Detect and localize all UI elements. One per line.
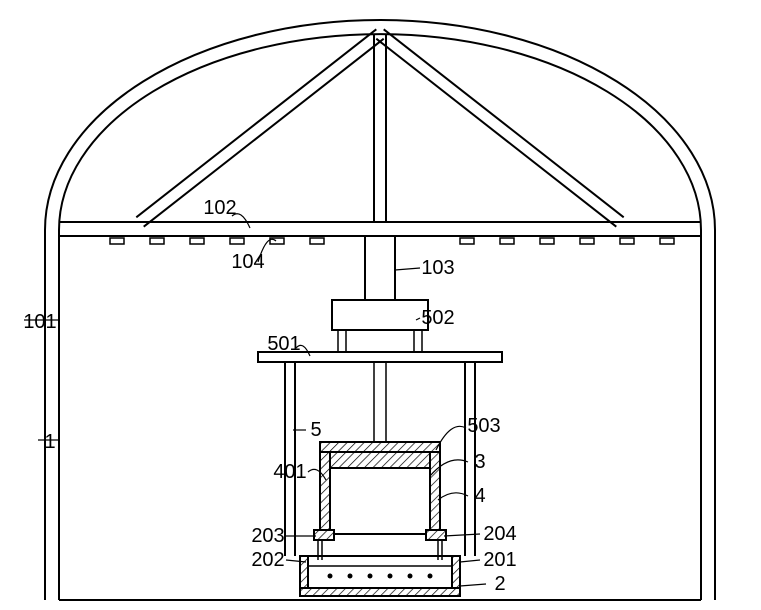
label-1: 1 (44, 431, 55, 453)
label-502: 502 (421, 307, 454, 329)
label-102: 102 (203, 197, 236, 219)
label-3: 3 (474, 451, 485, 473)
callout-502: 502 (416, 307, 455, 329)
callout-202: 202 (251, 549, 306, 571)
callout-4: 4 (438, 485, 486, 507)
callout-1: 1 (38, 431, 59, 453)
callout-102: 102 (203, 197, 250, 228)
label-501: 501 (267, 333, 300, 355)
callout-5: 5 (293, 419, 322, 441)
label-203: 203 (251, 525, 284, 547)
label-2: 2 (494, 573, 505, 595)
callout-2: 2 (460, 573, 506, 595)
label-101: 101 (23, 311, 56, 333)
callout-103: 103 (395, 257, 455, 279)
label-104: 104 (231, 251, 264, 273)
callout-503: 503 (436, 415, 501, 450)
label-103: 103 (421, 257, 454, 279)
label-201: 201 (483, 549, 516, 571)
callout-101: 101 (23, 311, 59, 333)
callout-204: 204 (444, 523, 517, 545)
label-202: 202 (251, 549, 284, 571)
label-5: 5 (310, 419, 321, 441)
callout-203: 203 (251, 525, 316, 547)
label-503: 503 (467, 415, 500, 437)
label-4: 4 (474, 485, 485, 507)
callout-401: 401 (273, 461, 326, 483)
label-401: 401 (273, 461, 306, 483)
label-204: 204 (483, 523, 516, 545)
callout-201: 201 (460, 549, 517, 571)
